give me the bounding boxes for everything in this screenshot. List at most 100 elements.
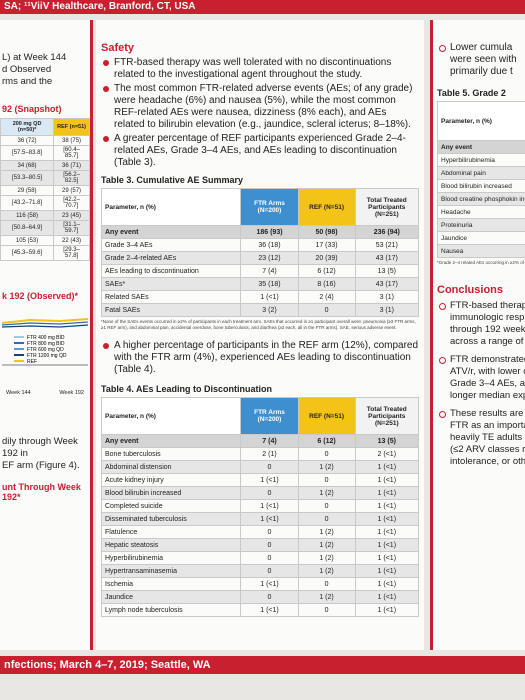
left-table: 200 mg QD (n=50)* REF (n=51) 36 (72) 38 (75… bbox=[0, 118, 90, 261]
cell: Nausea bbox=[437, 244, 525, 258]
text-line: EF arm (Figure 4). bbox=[2, 460, 80, 471]
cell: Lymph node tuberculosis bbox=[100, 603, 242, 617]
cell: 1 (<1) bbox=[354, 499, 420, 513]
text-line: Grade 3–4 AEs, ar bbox=[450, 377, 525, 389]
header-cell: Parameter, n (%) bbox=[100, 397, 242, 435]
cell: 1 (<1) bbox=[240, 577, 299, 591]
table3-block: Table 3. Cumulative AE Summary Parameter… bbox=[100, 175, 420, 330]
header-cell: 200 mg QD (n=50)* bbox=[0, 118, 55, 136]
text-line: rms and the bbox=[2, 76, 53, 87]
text-line: heavily TE adults w bbox=[450, 431, 525, 443]
cell: 2 (4) bbox=[297, 290, 356, 304]
cell: 0 bbox=[297, 473, 356, 487]
cell: 34 (68) bbox=[0, 160, 55, 171]
cell: 13 (5) bbox=[354, 434, 420, 448]
cell: Completed suicide bbox=[100, 499, 242, 513]
cell: 1 (<1) bbox=[354, 512, 420, 526]
header-cell: FTR Arms (N=200) bbox=[240, 188, 299, 226]
cell: 0 bbox=[297, 603, 356, 617]
table4-title: Table 4. AEs Leading to Discontinuation bbox=[101, 384, 273, 394]
header-row: Parameter, n (%) FTR Arms (N=200) REF (N=5… bbox=[100, 188, 420, 226]
cell: 1 (<1) bbox=[240, 603, 299, 617]
cell: 105 (53) bbox=[0, 235, 55, 246]
footer-band: nfections; March 4–7, 2019; Seattle, WA bbox=[0, 656, 525, 674]
table4-block: Table 4. AEs Leading to Discontinuation … bbox=[100, 384, 420, 617]
cell: 0 bbox=[240, 525, 299, 539]
table3: Parameter, n (%) FTR Arms (N=200) REF (N=5… bbox=[100, 188, 420, 317]
cell: Blood bilirubin increased bbox=[437, 179, 525, 193]
bullet: The most common FTR-related adverse even… bbox=[101, 83, 419, 131]
bullet: FTR-based therapy was well tolerated wit… bbox=[101, 57, 419, 81]
text-line: across a range of bbox=[450, 335, 524, 347]
cell: 0 bbox=[297, 499, 356, 513]
cell: 236 (94) bbox=[354, 225, 420, 239]
legend-label: FTR 400 mg BID bbox=[27, 335, 65, 341]
row: 116 (58) 23 (45) bbox=[0, 210, 90, 221]
cell: Related SAEs bbox=[100, 290, 242, 304]
text-line: FTR as an importa bbox=[450, 419, 525, 431]
cell: 1 (<1) bbox=[354, 473, 420, 487]
cell: 1 (<1) bbox=[354, 525, 420, 539]
cell: 0 bbox=[297, 447, 356, 461]
row: Grade 2–4-related AEs 23 (12) 20 (39) 43 (1… bbox=[100, 251, 420, 265]
header-band: SA; ¹¹ViiV Healthcare, Branford, CT, USA bbox=[0, 0, 525, 14]
row: Grade 3–4 AEs 36 (18) 17 (33) 53 (21) bbox=[100, 238, 420, 252]
text-line: L) at Week 144 bbox=[2, 52, 67, 63]
text-line: primarily due t bbox=[450, 66, 513, 77]
cell: 1 (2) bbox=[297, 551, 356, 565]
cell: 1 (<1) bbox=[354, 551, 420, 565]
right-bullet: Lower cumula were seen with primarily due … bbox=[437, 42, 525, 78]
cell: Hepatic steatosis bbox=[100, 538, 242, 552]
cell: 0 bbox=[240, 486, 299, 500]
cell: 1 (2) bbox=[297, 525, 356, 539]
text-line: were seen with bbox=[450, 54, 517, 65]
cell: 35 (18) bbox=[240, 277, 299, 291]
cell: 1 (<1) bbox=[354, 486, 420, 500]
cell: 3 (2) bbox=[240, 303, 299, 317]
cell: Grade 2–4-related AEs bbox=[100, 251, 242, 265]
bullet: FTR-based therap immunologic resp through … bbox=[437, 300, 525, 348]
row: Proteinuria bbox=[437, 218, 525, 232]
row: [45.3–59.6] [29.3–57.8] bbox=[0, 245, 90, 261]
row: Abdominal pain bbox=[437, 166, 525, 180]
conclusions: FTR-based therap immunologic resp through … bbox=[437, 300, 525, 468]
row: Blood bilirubin increased bbox=[437, 179, 525, 193]
text-line: immunologic resp bbox=[450, 311, 525, 323]
header-row: Parameter, n (%) FTR Arms (N=200) REF (N=5… bbox=[100, 397, 420, 435]
cell: 0 bbox=[297, 512, 356, 526]
bullet: A higher percentage of participants in t… bbox=[101, 340, 419, 376]
cell: Headache bbox=[437, 205, 525, 219]
header-cell: Parameter, n (%) bbox=[100, 188, 242, 226]
cell: [42.2–70.7] bbox=[53, 195, 90, 211]
cell: 1 (<1) bbox=[240, 290, 299, 304]
legend-label: FTR 1200 mg QD bbox=[27, 353, 67, 359]
row: [53.3–80.5] [56.2–82.5] bbox=[0, 170, 90, 186]
legend-label: REF bbox=[27, 359, 37, 365]
cell: Jaundice bbox=[100, 590, 242, 604]
cell: 1 (<1) bbox=[354, 590, 420, 604]
row: 29 (58) 29 (57) bbox=[0, 185, 90, 196]
axis-label: Week 192 bbox=[59, 390, 84, 396]
row: [43.2–71.8] [42.2–70.7] bbox=[0, 195, 90, 211]
cell: [57.5–83.8] bbox=[0, 145, 55, 161]
table5-footnote: *Grade 2–4 related AEs occurring in ≥2% … bbox=[437, 260, 525, 265]
left-axis-labels: Week 144 Week 192 bbox=[0, 390, 90, 396]
text-line: through 192 week bbox=[450, 323, 525, 335]
cell: Flatulence bbox=[100, 525, 242, 539]
row: Jaundice 0 1 (2) 1 (<1) bbox=[100, 590, 420, 604]
cell: 1 (2) bbox=[297, 486, 356, 500]
cell: 0 bbox=[297, 577, 356, 591]
cell: 3 (1) bbox=[354, 303, 420, 317]
cell: Blood creatine phosphokin increased bbox=[437, 192, 525, 206]
cell: Hyperbilirubinemia bbox=[100, 551, 242, 565]
cell: Bone tuberculosis bbox=[100, 447, 242, 461]
header-cell: REF (N=51) bbox=[297, 188, 356, 226]
header-cell: REF (N=51) bbox=[297, 397, 356, 435]
cell: [45.3–59.6] bbox=[0, 245, 55, 261]
cell: 7 (4) bbox=[240, 264, 299, 278]
header-row: Parameter, n (%) bbox=[437, 101, 525, 141]
cell: 13 (5) bbox=[354, 264, 420, 278]
cell: 43 (17) bbox=[354, 277, 420, 291]
cell: Jaundice bbox=[437, 231, 525, 245]
